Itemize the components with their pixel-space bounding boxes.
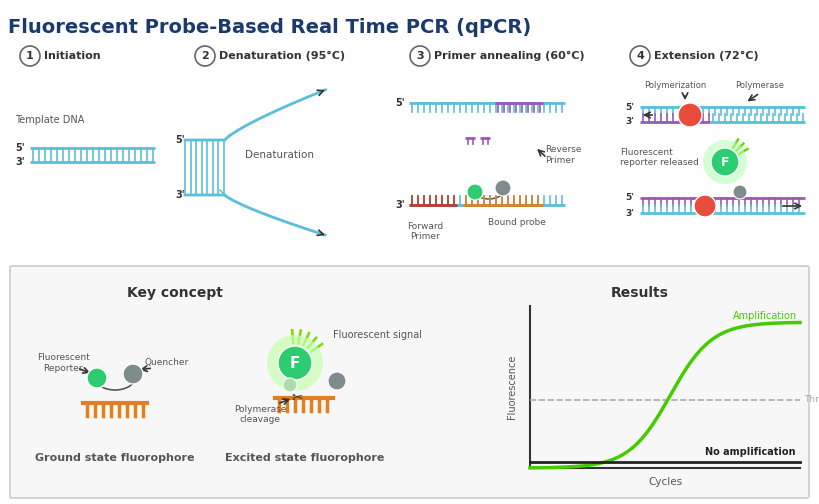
Text: Forward
Primer: Forward Primer [407,222,443,241]
Circle shape [283,378,297,392]
Circle shape [195,46,215,66]
Circle shape [267,335,323,391]
Circle shape [678,103,702,127]
Circle shape [410,46,430,66]
Text: 1: 1 [26,51,34,61]
Text: Fluorescent
reporter released: Fluorescent reporter released [620,148,699,167]
Circle shape [733,185,747,199]
Text: 5': 5' [625,194,634,203]
Text: 3: 3 [416,51,423,61]
Text: Template DNA: Template DNA [15,115,84,125]
Circle shape [278,346,312,380]
Circle shape [495,180,511,196]
Circle shape [467,184,483,200]
Text: Denaturation: Denaturation [246,150,314,160]
Text: Primer annealing (60°C): Primer annealing (60°C) [434,51,585,61]
Text: ✂: ✂ [292,391,303,405]
Text: 2: 2 [201,51,209,61]
Text: 3': 3' [15,157,25,167]
Circle shape [694,195,716,217]
Text: Fluorescent Probe-Based Real Time PCR (qPCR): Fluorescent Probe-Based Real Time PCR (q… [8,18,532,37]
Text: Denaturation (95°C): Denaturation (95°C) [219,51,345,61]
Text: Quencher: Quencher [145,358,189,367]
Circle shape [703,140,747,184]
Text: Excited state fluorophore: Excited state fluorophore [225,453,385,463]
Text: 3': 3' [175,190,184,200]
Text: 3': 3' [625,117,634,127]
Text: 3': 3' [625,209,634,218]
Text: Extension (72°C): Extension (72°C) [654,51,758,61]
Text: 5': 5' [15,143,25,153]
Circle shape [20,46,40,66]
Text: Fluorescent signal: Fluorescent signal [333,330,422,340]
Text: F: F [721,156,729,168]
Text: Polymerase: Polymerase [735,81,785,90]
Text: Threshold: Threshold [804,396,819,404]
Text: 5': 5' [175,135,184,145]
Text: Ground state fluorophore: Ground state fluorophore [35,453,195,463]
Text: Cycles: Cycles [648,477,682,487]
FancyBboxPatch shape [10,266,809,498]
Text: 4: 4 [636,51,644,61]
Text: Reverse
Primer: Reverse Primer [545,145,581,165]
Text: Results: Results [611,286,669,300]
Text: F: F [290,355,301,370]
Circle shape [123,364,143,384]
Text: 5': 5' [395,98,405,108]
Circle shape [87,368,107,388]
Text: No amplification: No amplification [705,447,795,457]
Text: Initiation: Initiation [44,51,101,61]
Text: Fluorescent
Reporter: Fluorescent Reporter [37,353,89,372]
Text: Bound probe: Bound probe [488,218,546,227]
Text: Amplification: Amplification [733,311,797,321]
Text: Polymerization: Polymerization [644,81,706,90]
Text: Polymerase
cleavage: Polymerase cleavage [233,405,286,424]
Text: 3': 3' [395,200,405,210]
Text: Key concept: Key concept [127,286,223,300]
Text: 5': 5' [625,102,634,111]
Circle shape [630,46,650,66]
Circle shape [328,372,346,390]
Text: Fluorescence: Fluorescence [507,355,517,419]
Circle shape [711,148,739,176]
